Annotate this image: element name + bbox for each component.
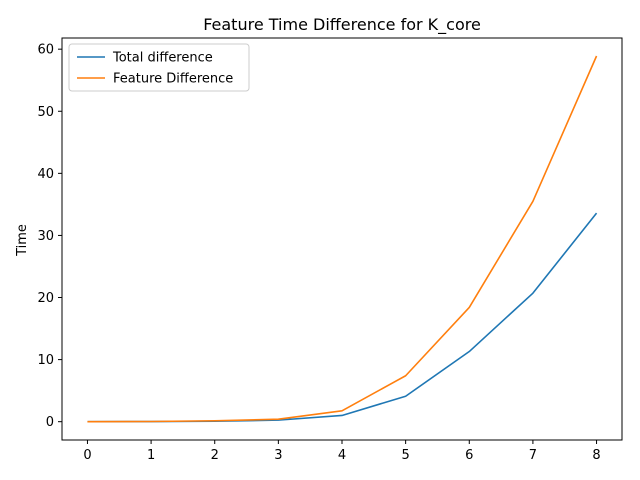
axes: 0 1 2 3 4 5 6 7 8 0 10 20 30 40 50 60 [37, 37, 623, 463]
x-tick-label: 5 [401, 448, 409, 463]
x-tick-label: 7 [529, 448, 537, 463]
chart-title: Feature Time Difference for K_core [203, 15, 481, 35]
x-tick-label: 3 [274, 448, 282, 463]
legend-box [68, 43, 250, 92]
legend-label-0: Total difference [112, 51, 213, 66]
y-tick-label: 40 [37, 167, 54, 182]
y-tick-label: 50 [37, 105, 54, 120]
y-tick-label: 20 [37, 291, 54, 306]
x-tick-label: 6 [465, 448, 473, 463]
x-tick-label: 1 [147, 448, 155, 463]
y-tick-label: 60 [37, 43, 54, 58]
x-tick-label: 4 [338, 448, 346, 463]
x-tick-label: 8 [592, 448, 600, 463]
y-axis-label: Time [15, 224, 30, 257]
y-tick-label: 10 [37, 353, 54, 368]
y-tick-label: 0 [46, 415, 54, 430]
plot-area [87, 55, 598, 423]
series-line-feature-difference [87, 55, 598, 423]
x-tick-label: 2 [211, 448, 219, 463]
legend: Total difference Feature Difference [68, 43, 250, 92]
legend-label-1: Feature Difference [113, 72, 233, 87]
y-tick-label: 30 [37, 229, 54, 244]
x-tick-label: 0 [83, 448, 91, 463]
